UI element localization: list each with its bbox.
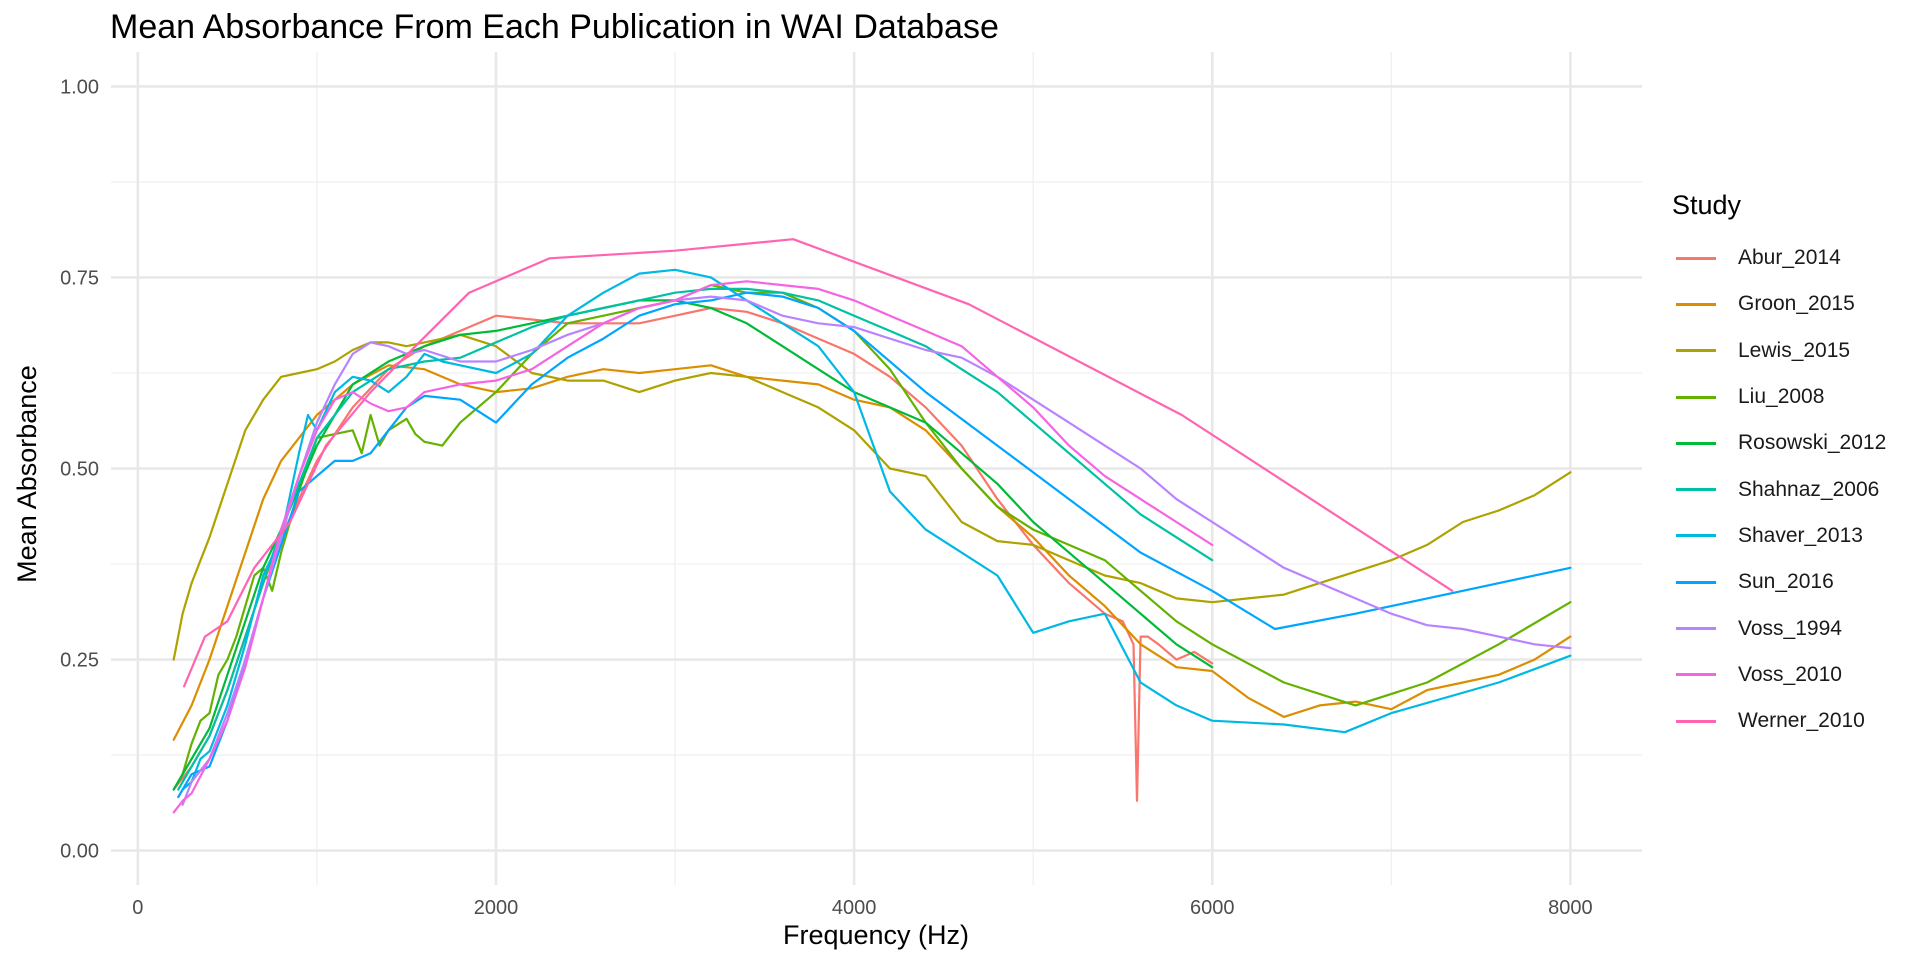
- legend-title: Study: [1672, 190, 1742, 220]
- legend-label: Rosowski_2012: [1738, 431, 1887, 455]
- legend-key: [1676, 395, 1716, 399]
- x-tick-label: 6000: [1190, 897, 1235, 919]
- x-tick-label: 8000: [1548, 897, 1593, 919]
- x-axis-title: Frequency (Hz): [783, 920, 969, 950]
- line-chart: 0.00 0.25 0.50 0.75 1.00 0 2000 4000 6000 8000 F…: [12, 52, 1642, 950]
- y-tick-label: 0.25: [60, 650, 99, 672]
- legend-key: [1676, 256, 1716, 260]
- legend-item-Abur_2014[interactable]: Abur_2014: [1672, 235, 1886, 281]
- legend: Study Abur_2014 Groon_2015 Lewis_2015 Liu_2…: [1672, 190, 1886, 744]
- legend-item-Shahnaz_2006[interactable]: Shahnaz_2006: [1672, 466, 1886, 512]
- y-axis-ticks: 0.00 0.25 0.50 0.75 1.00: [60, 76, 99, 862]
- series-line-Liu_2008: [172, 284, 1572, 791]
- legend-item-Rosowski_2012[interactable]: Rosowski_2012: [1672, 420, 1886, 466]
- chart-title: Mean Absorbance From Each Publication in…: [110, 8, 999, 46]
- legend-item-Voss_2010[interactable]: Voss_2010: [1672, 652, 1886, 698]
- legend-items: Abur_2014 Groon_2015 Lewis_2015 Liu_2008 Ros…: [1672, 235, 1886, 744]
- legend-item-Shaver_2013[interactable]: Shaver_2013: [1672, 513, 1886, 559]
- series-lines: [172, 238, 1572, 814]
- legend-label: Voss_2010: [1738, 662, 1842, 686]
- x-tick-label: 2000: [474, 897, 519, 919]
- series-line-Sun_2016: [177, 291, 1572, 799]
- legend-key: [1676, 580, 1716, 584]
- legend-key: [1676, 673, 1716, 677]
- legend-item-Groon_2015[interactable]: Groon_2015: [1672, 281, 1886, 327]
- legend-key: [1676, 627, 1716, 631]
- legend-label: Sun_2016: [1738, 570, 1834, 594]
- legend-item-Werner_2010[interactable]: Werner_2010: [1672, 698, 1886, 744]
- y-tick-label: 1.00: [60, 76, 99, 98]
- y-tick-label: 0.75: [60, 267, 99, 289]
- legend-key: [1676, 534, 1716, 538]
- legend-label: Groon_2015: [1738, 292, 1855, 316]
- series-line-Voss_2010: [172, 280, 1214, 814]
- legend-label: Liu_2008: [1738, 385, 1825, 409]
- legend-item-Sun_2016[interactable]: Sun_2016: [1672, 559, 1886, 605]
- legend-label: Werner_2010: [1738, 709, 1865, 733]
- legend-label: Voss_1994: [1738, 616, 1842, 640]
- legend-item-Voss_1994[interactable]: Voss_1994: [1672, 605, 1886, 651]
- legend-key: [1676, 349, 1716, 353]
- legend-item-Liu_2008[interactable]: Liu_2008: [1672, 374, 1886, 420]
- legend-label: Abur_2014: [1738, 246, 1841, 270]
- series-line-Groon_2015: [172, 364, 1572, 741]
- x-axis-ticks: 0 2000 4000 6000 8000: [132, 897, 1592, 919]
- legend-label: Lewis_2015: [1738, 338, 1851, 362]
- legend-key: [1676, 302, 1716, 306]
- legend-key: [1676, 488, 1716, 492]
- series-line-Voss_1994: [181, 295, 1572, 806]
- grid: [111, 52, 1642, 885]
- series-line-Werner_2010: [183, 238, 1454, 688]
- legend-item-Lewis_2015[interactable]: Lewis_2015: [1672, 328, 1886, 374]
- series-line-Lewis_2015: [172, 333, 1572, 661]
- legend-key: [1676, 719, 1716, 723]
- legend-label: Shahnaz_2006: [1738, 477, 1880, 501]
- legend-label: Shaver_2013: [1738, 523, 1863, 547]
- y-tick-label: 0.00: [60, 841, 99, 863]
- x-tick-label: 0: [132, 897, 143, 919]
- x-tick-label: 4000: [832, 897, 877, 919]
- y-tick-label: 0.50: [60, 459, 99, 481]
- y-axis-title: Mean Absorbance: [12, 365, 42, 583]
- legend-key: [1676, 441, 1716, 445]
